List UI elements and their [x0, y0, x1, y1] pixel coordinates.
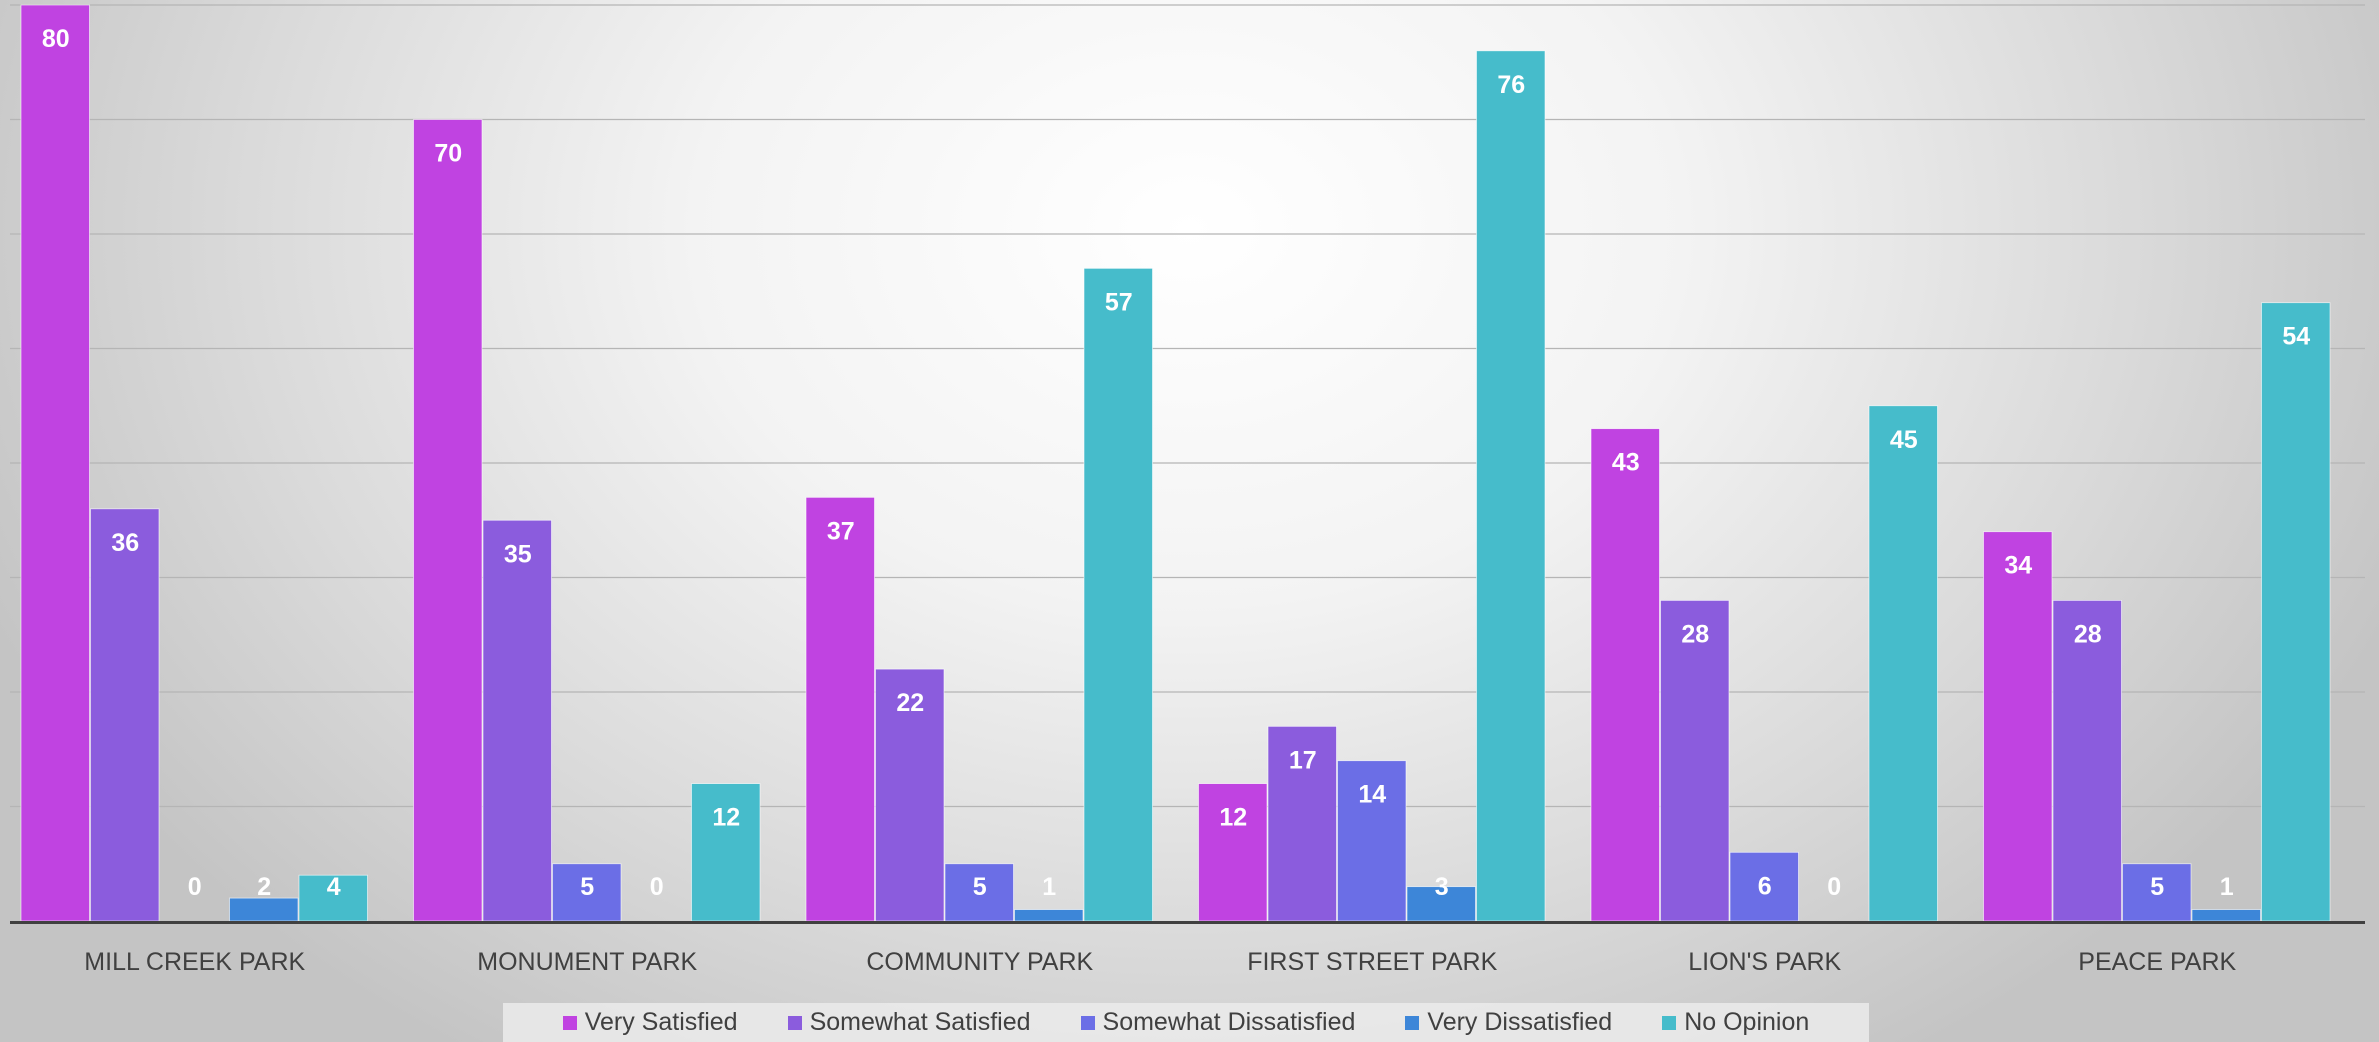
bar-value-label: 3 [1435, 873, 1449, 901]
bar [482, 519, 552, 922]
legend-item: Somewhat Dissatisfied [1080, 1008, 1356, 1037]
bar-value-label: 17 [1289, 746, 1317, 774]
bar-value-label: 2 [257, 873, 271, 901]
x-tick-label: COMMUNITY PARK [866, 948, 1093, 976]
x-tick-label: LION'S PARK [1688, 948, 1841, 976]
x-tick-label: MILL CREEK PARK [84, 948, 305, 976]
legend-swatch [1662, 1015, 1677, 1030]
bar [2122, 863, 2192, 922]
legend-label: Very Satisfied [584, 1008, 738, 1036]
bar-value-label: 5 [580, 873, 594, 901]
bar [1660, 600, 1730, 922]
x-tick-label: FIRST STREET PARK [1247, 948, 1497, 976]
bar-value-label: 0 [650, 873, 664, 901]
bar [552, 863, 622, 922]
bar-value-label: 0 [1827, 873, 1841, 901]
bar-value-label: 45 [1890, 426, 1918, 454]
bar-value-label: 6 [1758, 872, 1772, 900]
bar [875, 668, 945, 922]
gridlines [10, 4, 2365, 808]
legend-item: Somewhat Satisfied [787, 1008, 1031, 1037]
bar [1590, 428, 1660, 922]
bar-value-label: 76 [1497, 71, 1525, 99]
bar-value-label: 35 [504, 540, 532, 568]
bar-value-label: 5 [973, 873, 987, 901]
legend-item: No Opinion [1662, 1008, 1809, 1037]
bar-value-label: 57 [1105, 288, 1133, 316]
bar-value-label: 1 [2220, 873, 2234, 901]
legend-swatch [1405, 1015, 1420, 1030]
bar-value-label: 54 [2282, 323, 2310, 351]
bar [1267, 725, 1337, 922]
legend: Very Satisfied Somewhat Satisfied Somewhat… [503, 1003, 1869, 1042]
bar-value-label: 37 [827, 517, 855, 545]
bar [20, 4, 90, 922]
legend-label: Somewhat Satisfied [809, 1008, 1031, 1036]
bar [298, 874, 368, 922]
legend-label: Very Dissatisfied [1427, 1008, 1613, 1036]
x-axis: MILL CREEK PARK MONUMENT PARK COMMUNITY PA… [10, 921, 2365, 976]
bar [2191, 909, 2261, 922]
bar-value-label: 5 [2150, 873, 2164, 901]
bar-value-label: 12 [1219, 804, 1247, 832]
bar-value-label: 22 [896, 689, 924, 717]
bar [691, 783, 761, 922]
bar-value-label: 0 [188, 873, 202, 901]
bar-value-label: 4 [327, 873, 341, 901]
bar-value-label: 14 [1358, 781, 1386, 809]
bar-value-label: 28 [2074, 620, 2102, 648]
legend-swatch [1080, 1015, 1095, 1030]
legend-swatch [787, 1015, 802, 1030]
bar-value-label: 1 [1042, 873, 1056, 901]
legend-swatch [562, 1015, 577, 1030]
x-tick-label: PEACE PARK [2078, 948, 2236, 976]
bar [1198, 783, 1268, 922]
bar-value-label: 70 [434, 140, 462, 168]
legend-item: Very Satisfied [562, 1008, 738, 1037]
bar-value-label: 34 [2004, 552, 2032, 580]
bar-value-label: 43 [1612, 449, 1640, 477]
bar [1083, 267, 1153, 922]
bar [90, 508, 160, 922]
bar-value-label: 28 [1681, 620, 1709, 648]
data-labels: 80 36 0 2 4 70 35 5 0 12 37 22 5 1 57 12 17 14 3 76 43 28 6 0 45… [42, 25, 2310, 901]
bars [20, 4, 2331, 922]
bar [2261, 302, 2331, 922]
x-tick-label: MONUMENT PARK [477, 948, 697, 976]
bar [2052, 600, 2122, 922]
bar-value-label: 12 [712, 804, 740, 832]
bar-value-label: 36 [111, 529, 139, 557]
legend-label: No Opinion [1684, 1008, 1810, 1036]
bar [1337, 760, 1407, 922]
bar [1983, 531, 2053, 922]
bar-value-label: 80 [42, 25, 70, 53]
bar [1868, 405, 1938, 922]
bar [229, 897, 299, 922]
bar [1014, 909, 1084, 922]
legend-item: Very Dissatisfied [1405, 1008, 1612, 1037]
bar [413, 119, 483, 922]
legend-label: Somewhat Dissatisfied [1102, 1008, 1356, 1036]
bar [1406, 886, 1476, 922]
bar [1476, 50, 1546, 922]
bar [944, 863, 1014, 922]
bar [805, 496, 875, 922]
